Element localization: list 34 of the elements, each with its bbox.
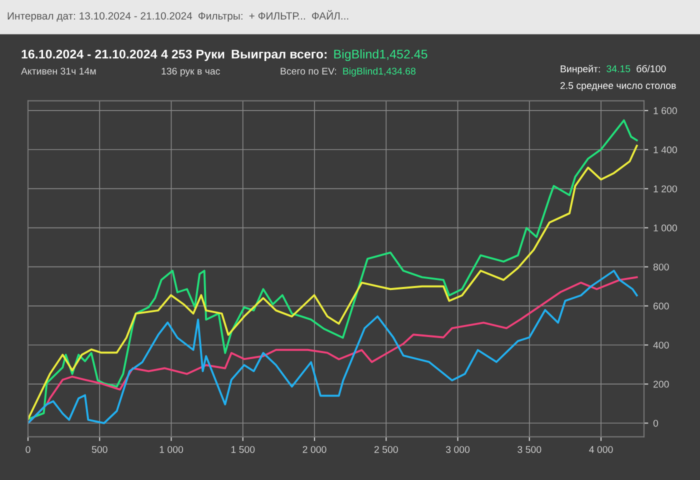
text: 34.15 [606,65,630,72]
x-tick-label: 0 [26,446,30,453]
text: Фильтры: [198,12,242,22]
x-tick-label: 3 000 [446,446,470,453]
x-tick-label: 1 000 [160,446,184,453]
text: 16.10.2024 - 21.10.2024 [22,50,158,59]
x-tick-label: 4 000 [589,446,613,453]
x-tick-label: 2 500 [374,446,398,453]
text: Интервал дат: 13.10.2024 - 21.10.2024 [8,12,192,22]
text: Винрейт: [560,64,600,74]
y-tick-label: 600 [654,302,669,310]
x-tick-label: 1 500 [231,446,255,453]
x-tick-label: 2 000 [302,446,326,453]
text: Всего по EV: [280,68,336,75]
text: ФАЙЛ... [312,10,348,20]
x-tick-label: 500 [92,446,108,453]
text: бб/100 [636,64,666,72]
text: Активен 31ч 14м [21,68,96,75]
y-tick-label: 1 600 [654,107,677,114]
x-tick-label: 3 500 [518,446,542,453]
text: Выиграл всего: [232,50,326,62]
text: 4 253 Руки [161,50,224,62]
y-tick-label: 800 [653,264,669,270]
text: BigBlind1,434.68 [343,67,416,77]
text: 2.5 среднее число столов [560,82,676,91]
y-tick-label: 1 400 [654,146,677,154]
text: + ФИЛЬТР... [249,12,305,20]
text: BigBlind1,452.45 [334,49,428,62]
y-tick-label: 1 200 [654,185,677,192]
y-tick-label: 200 [654,380,669,388]
y-tick-label: 1 000 [654,224,677,232]
text: 136 рук в час [162,68,220,77]
y-tick-label: 400 [653,342,669,349]
y-tick-label: 0 [653,420,658,427]
